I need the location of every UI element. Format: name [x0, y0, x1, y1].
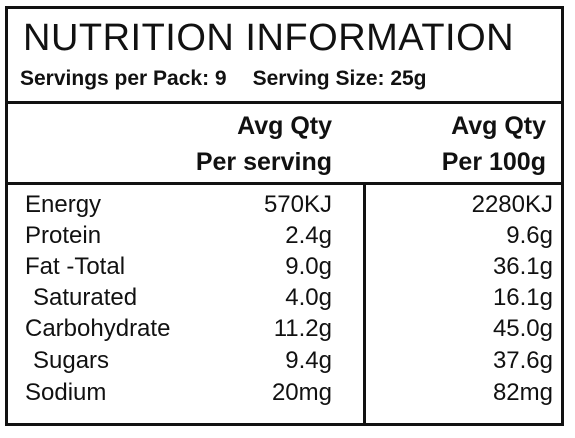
- per-100g-value: 45.0g: [492, 315, 553, 342]
- per-serving-value: 11.2g: [273, 315, 332, 342]
- column-divider: [363, 182, 366, 426]
- per-serving-header-line2: Per serving: [195, 148, 332, 176]
- nutrient-row-carbohydrate: Carbohydrate 11.2g 45.0g: [8, 313, 561, 344]
- per-100g-header-line2: Per 100g: [441, 148, 546, 176]
- nutrient-label: Carbohydrate: [25, 315, 171, 342]
- table-divider: [8, 182, 561, 185]
- per-serving-value: 570KJ: [263, 191, 332, 218]
- nutrient-row-sodium: Sodium 20mg 82mg: [8, 377, 561, 408]
- header-divider: [8, 101, 561, 104]
- nutrient-label: Sugars: [33, 347, 110, 374]
- nutrient-label: Fat -Total: [25, 253, 126, 280]
- per-100g-header-line1: Avg Qty: [451, 112, 546, 140]
- per-serving-value: 2.4g: [285, 222, 332, 249]
- nutrient-label: Sodium: [25, 379, 107, 406]
- servings-per-pack: Servings per Pack: 9: [20, 67, 227, 90]
- per-serving-value: 9.4g: [285, 347, 332, 374]
- per-100g-value: 36.1g: [492, 253, 553, 280]
- per-100g-value: 16.1g: [492, 284, 553, 311]
- nutrient-row-saturated: Saturated 4.0g 16.1g: [8, 282, 561, 313]
- nutrition-panel: NUTRITION INFORMATION Servings per Pack:…: [5, 6, 564, 426]
- serving-size: Serving Size: 25g: [252, 67, 427, 90]
- per-100g-value: 9.6g: [506, 222, 553, 249]
- panel-title: NUTRITION INFORMATION: [23, 17, 515, 59]
- per-100g-value: 82mg: [492, 379, 553, 406]
- per-serving-value: 20mg: [271, 379, 332, 406]
- nutrient-row-sugars: Sugars 9.4g 37.6g: [8, 345, 561, 376]
- nutrient-row-fat-total: Fat -Total 9.0g 36.1g: [8, 251, 561, 282]
- per-100g-value: 37.6g: [492, 347, 553, 374]
- servings-line: Servings per Pack: 9 Serving Size: 25g: [20, 68, 427, 89]
- per-serving-value: 9.0g: [285, 253, 332, 280]
- per-100g-value: 2280KJ: [471, 191, 553, 218]
- per-serving-value: 4.0g: [285, 284, 332, 311]
- nutrient-row-energy: Energy 570KJ 2280KJ: [8, 189, 561, 220]
- per-serving-header-line1: Avg Qty: [237, 112, 332, 140]
- nutrient-row-protein: Protein 2.4g 9.6g: [8, 220, 561, 251]
- nutrient-label: Saturated: [33, 284, 138, 311]
- nutrient-label: Energy: [25, 191, 102, 218]
- nutrient-label: Protein: [25, 222, 102, 249]
